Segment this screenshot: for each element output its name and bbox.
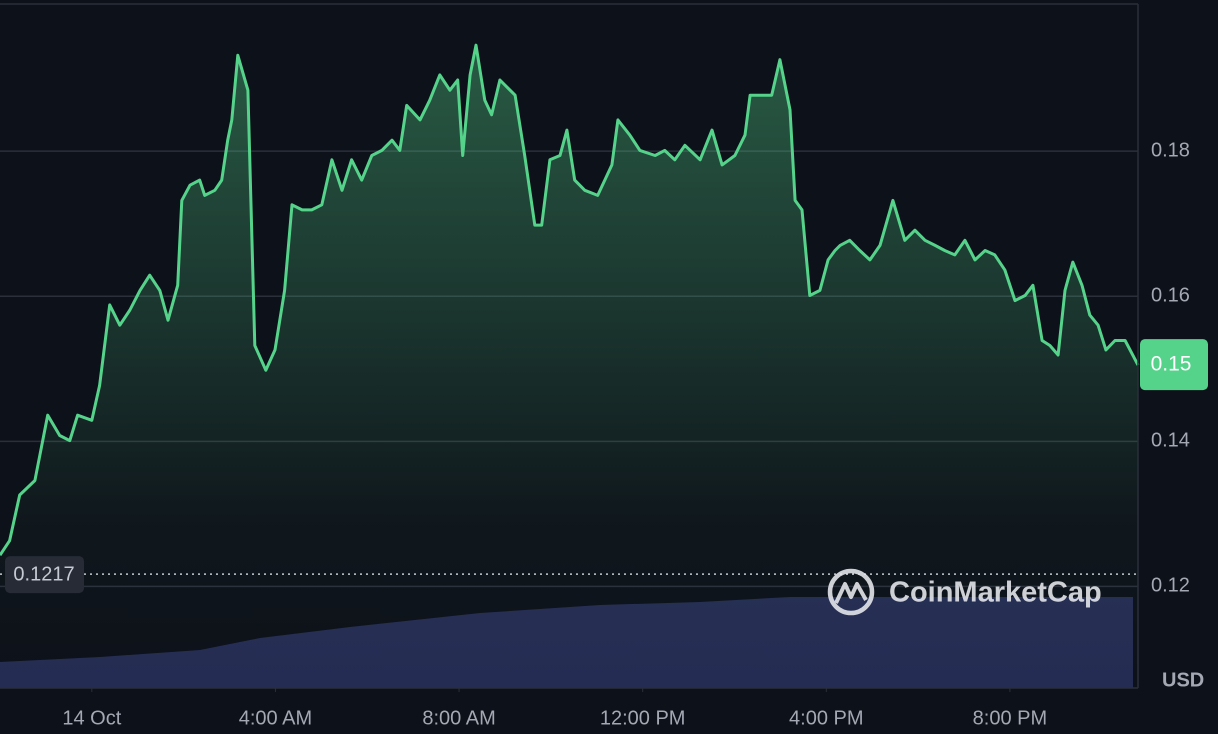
x-tick-label: 8:00 PM (973, 707, 1047, 729)
x-tick-label: 14 Oct (62, 707, 121, 729)
open-price-box (5, 556, 84, 594)
plot: 0.1217 (0, 43, 1140, 688)
watermark: CoinMarketCap (827, 568, 1102, 616)
watermark-logo (834, 582, 868, 604)
watermark-logo (827, 568, 875, 616)
current-price-label: 0.15 (1151, 353, 1192, 376)
x-tick-label: 4:00 PM (789, 707, 863, 729)
price-line (0, 43, 1140, 557)
y-tick-label: 0.18 (1151, 139, 1190, 161)
open-price-label: 0.1217 (13, 563, 74, 585)
y-tick-label: 0.16 (1151, 284, 1190, 306)
y-unit: USD (1162, 669, 1204, 691)
y-tick-label: 0.12 (1151, 575, 1190, 597)
current-price-tag (1140, 339, 1208, 391)
x-tick-label: 4:00 AM (239, 707, 312, 729)
x-tick-label: 8:00 AM (422, 707, 495, 729)
y-tick-label: 0.14 (1151, 430, 1190, 452)
area-fill (0, 45, 1138, 688)
x-tick-label: 12:00 PM (600, 707, 686, 729)
watermark-text: CoinMarketCap (889, 577, 1102, 609)
